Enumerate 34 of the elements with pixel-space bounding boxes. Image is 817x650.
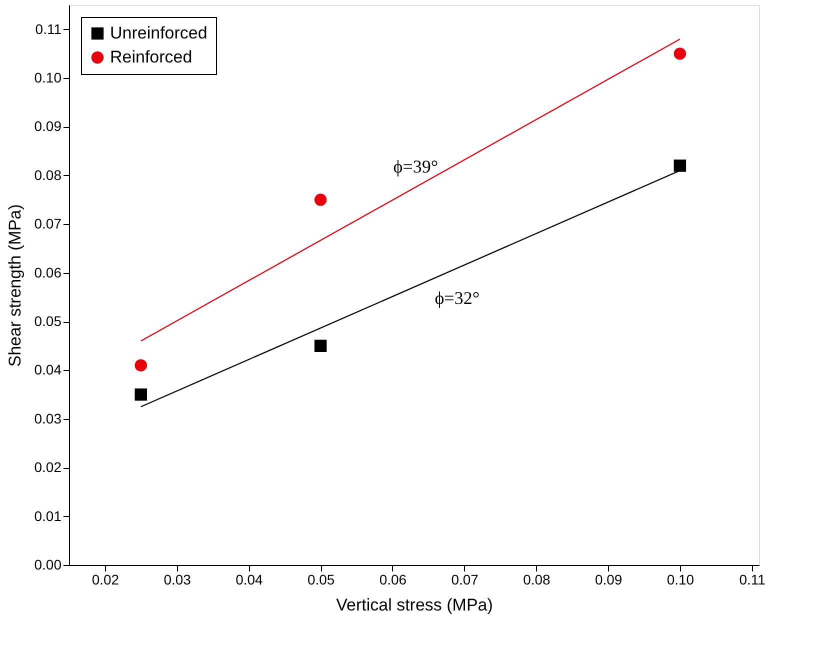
x-tick-label: 0.11 — [739, 572, 766, 588]
y-tick-label: 0.00 — [34, 556, 62, 572]
x-tick-label: 0.03 — [164, 572, 192, 588]
legend-label: Reinforced — [110, 48, 192, 66]
point — [134, 359, 147, 372]
y-tick-label: 0.08 — [34, 166, 62, 183]
y-tick-label: 0.09 — [34, 118, 62, 134]
y-tick-label: 0.10 — [34, 70, 62, 86]
point — [314, 340, 327, 352]
y-tick-label: 0.05 — [34, 313, 62, 330]
y-tick-label: 0.04 — [34, 362, 62, 378]
y-tick-label: 0.07 — [34, 216, 62, 232]
annotation: ϕ=39° — [393, 156, 438, 176]
point — [674, 160, 686, 172]
y-tick-label: 0.02 — [34, 459, 62, 476]
annotation: ϕ=32° — [434, 288, 480, 308]
point — [134, 388, 147, 401]
x-tick-label: 0.04 — [236, 572, 264, 588]
x-tick-label: 0.02 — [92, 572, 120, 588]
x-tick-label: 0.09 — [594, 572, 622, 588]
y-axis-title: Shear strength (MPa) — [5, 204, 24, 367]
point — [674, 48, 686, 60]
x-tick-label: 0.05 — [307, 572, 335, 588]
point — [314, 194, 327, 206]
x-tick-label: 0.08 — [523, 572, 551, 588]
x-tick-label: 0.07 — [451, 572, 479, 588]
y-tick-label: 0.01 — [34, 508, 62, 524]
x-tick-label: 0.10 — [666, 572, 694, 588]
y-tick-label: 0.06 — [34, 264, 62, 280]
y-tick-label: 0.03 — [34, 410, 62, 426]
x-axis-title: Vertical stress (MPa) — [336, 596, 493, 614]
y-tick-label: 0.11 — [35, 20, 62, 37]
legend-label: Unreinforced — [110, 24, 208, 42]
x-tick-label: 0.06 — [379, 572, 407, 588]
